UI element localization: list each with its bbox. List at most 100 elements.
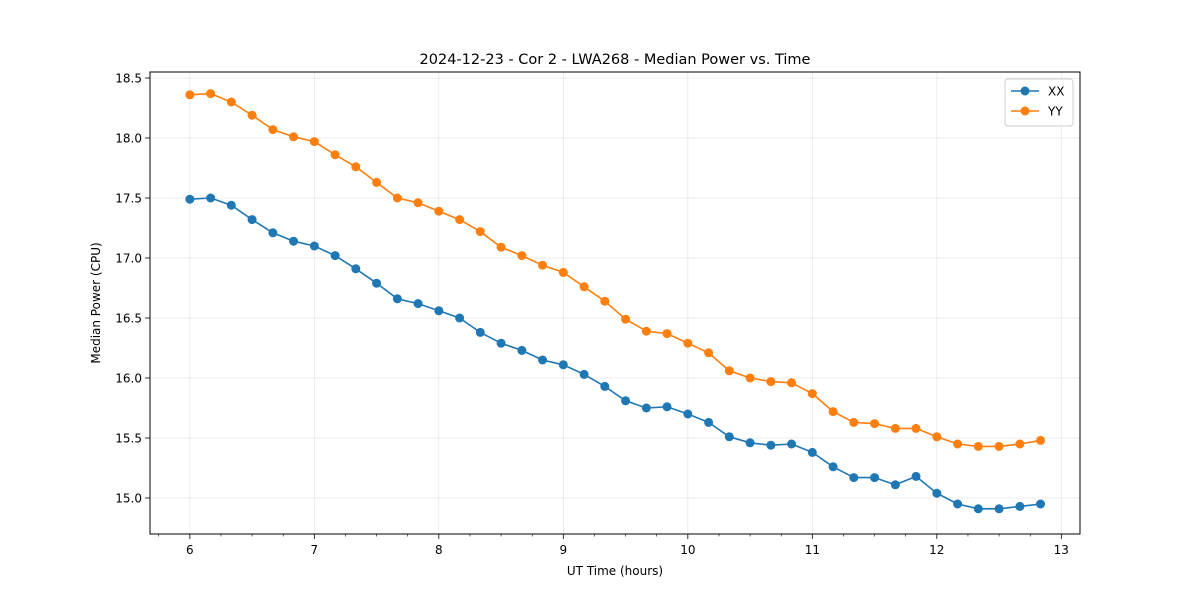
- data-point-yy: [1015, 439, 1025, 449]
- data-point-xx: [600, 381, 610, 391]
- data-point-xx: [890, 480, 900, 490]
- data-point-yy: [704, 348, 714, 358]
- data-point-xx: [247, 215, 257, 225]
- data-point-xx: [185, 194, 195, 204]
- data-point-yy: [932, 432, 942, 442]
- x-tick-label: 7: [311, 543, 319, 557]
- plot-frame: [149, 71, 1081, 535]
- data-point-xx: [766, 440, 776, 450]
- data-point-yy: [1036, 435, 1046, 445]
- data-point-xx: [206, 193, 216, 203]
- data-point-xx: [849, 473, 859, 483]
- data-point-yy: [911, 423, 921, 433]
- legend-label-yy: YY: [1047, 105, 1063, 119]
- data-point-xx: [621, 396, 631, 406]
- data-point-yy: [558, 267, 568, 277]
- y-tick-label: 17.5: [115, 192, 142, 206]
- data-point-xx: [807, 447, 817, 457]
- data-point-yy: [621, 314, 631, 324]
- y-tick-label: 18.5: [115, 72, 142, 86]
- data-point-xx: [309, 241, 319, 251]
- data-point-xx: [724, 432, 734, 442]
- data-point-yy: [434, 206, 444, 216]
- y-tick-label: 15.5: [115, 432, 142, 446]
- y-tick-label: 15.0: [115, 492, 142, 506]
- axes: 6 7 8 9 10 11 12 13 15.0 15.5 16.0 16.5 17.0 17.5 18.0…: [115, 72, 1069, 558]
- data-point-xx: [455, 313, 465, 323]
- data-point-xx: [787, 439, 797, 449]
- data-point-xx: [932, 488, 942, 498]
- legend-label-xx: XX: [1048, 85, 1064, 99]
- data-point-xx: [330, 251, 340, 261]
- x-axis-label: UT Time (hours): [567, 564, 663, 578]
- data-point-xx: [828, 462, 838, 472]
- data-point-xx: [226, 200, 236, 210]
- data-point-xx: [579, 369, 589, 379]
- y-axis-label: Median Power (CPU): [89, 242, 103, 363]
- legend: XX YY: [1004, 78, 1074, 127]
- data-point-xx: [538, 355, 548, 365]
- data-point-yy: [496, 242, 506, 252]
- data-point-yy: [641, 326, 651, 336]
- x-tick-label: 10: [680, 543, 695, 557]
- data-point-yy: [475, 227, 485, 237]
- data-point-yy: [268, 125, 278, 135]
- data-point-yy: [953, 439, 963, 449]
- data-point-yy: [226, 97, 236, 107]
- data-point-yy: [994, 441, 1004, 451]
- x-tick-label: 13: [1054, 543, 1069, 557]
- data-point-xx: [475, 327, 485, 337]
- y-tick-label: 18.0: [115, 132, 142, 146]
- data-point-yy: [828, 407, 838, 417]
- data-point-yy: [973, 441, 983, 451]
- data-point-yy: [724, 366, 734, 376]
- data-point-yy: [330, 150, 340, 160]
- data-point-xx: [496, 338, 506, 348]
- data-point-yy: [600, 296, 610, 306]
- y-tick-label: 16.5: [115, 312, 142, 326]
- data-point-xx: [911, 471, 921, 481]
- data-point-xx: [641, 403, 651, 413]
- data-point-yy: [579, 282, 589, 292]
- data-point-yy: [351, 162, 361, 172]
- data-point-xx: [1036, 499, 1046, 509]
- data-point-xx: [745, 438, 755, 448]
- grid: [150, 72, 1080, 534]
- data-point-xx: [973, 504, 983, 514]
- data-point-yy: [890, 423, 900, 433]
- data-point-xx: [994, 504, 1004, 514]
- data-point-yy: [206, 89, 216, 99]
- y-tick-label: 16.0: [115, 372, 142, 386]
- data-point-yy: [372, 177, 382, 187]
- data-point-yy: [787, 378, 797, 388]
- data-point-yy: [413, 198, 423, 208]
- data-point-xx: [662, 402, 672, 412]
- data-point-yy: [745, 373, 755, 383]
- data-point-yy: [538, 260, 548, 270]
- data-point-xx: [351, 264, 361, 274]
- data-point-yy: [247, 110, 257, 120]
- legend-marker-yy: [1020, 106, 1030, 116]
- data-point-yy: [517, 251, 527, 261]
- data-point-xx: [704, 417, 714, 427]
- x-tick-label: 6: [186, 543, 194, 557]
- data-point-yy: [807, 389, 817, 399]
- data-point-xx: [289, 236, 299, 246]
- data-point-yy: [455, 215, 465, 225]
- data-point-yy: [392, 193, 402, 203]
- data-point-yy: [766, 377, 776, 387]
- x-tick-label: 9: [560, 543, 568, 557]
- data-point-yy: [289, 132, 299, 142]
- data-point-yy: [849, 417, 859, 427]
- data-point-xx: [392, 294, 402, 304]
- data-point-xx: [683, 409, 693, 419]
- data-point-xx: [1015, 501, 1025, 511]
- data-point-xx: [517, 345, 527, 355]
- data-point-xx: [372, 278, 382, 288]
- data-point-yy: [185, 90, 195, 100]
- y-tick-label: 17.0: [115, 252, 142, 266]
- data-point-xx: [434, 306, 444, 316]
- data-point-xx: [870, 473, 880, 483]
